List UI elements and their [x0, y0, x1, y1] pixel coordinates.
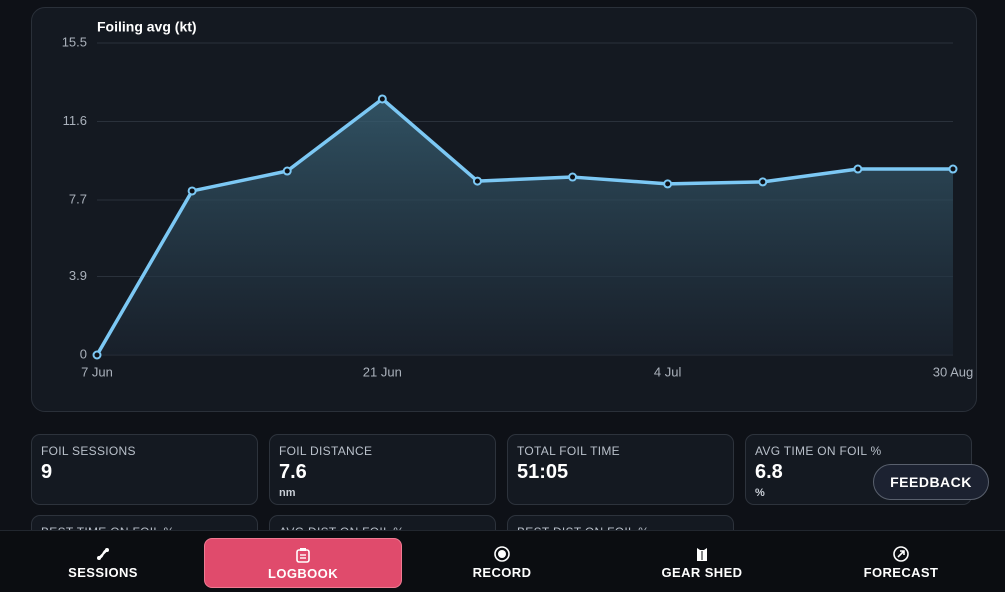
point [568, 172, 578, 182]
nav-icon [494, 546, 510, 562]
point [92, 350, 102, 360]
nav-tab[interactable]: RECORD [403, 538, 601, 588]
y-tick-label: 3.9 [69, 268, 87, 283]
stat-value: 9 [41, 461, 53, 483]
stat-label: FOIL SESSIONS [41, 444, 136, 458]
point [377, 94, 387, 104]
stat-value: 7.6 [279, 461, 307, 483]
y-tick-label: 0 [80, 346, 87, 361]
stat-label: FOIL DISTANCE [279, 444, 373, 458]
point [758, 177, 768, 187]
nav-icon [97, 548, 109, 560]
nav-icon [893, 546, 909, 562]
nav-tab[interactable]: SESSIONS [4, 538, 202, 588]
point [853, 164, 863, 174]
nav-tab[interactable]: GEAR SHED [603, 538, 801, 588]
nav-label: SESSIONS [68, 565, 138, 580]
x-tick-label: 21 Jun [363, 364, 402, 379]
stat-card: FOIL DISTANCE 7.6 nm [269, 434, 496, 505]
stat-card: FOIL SESSIONS 9 [31, 434, 258, 505]
point [472, 176, 482, 186]
line [95, 97, 953, 356]
point [282, 166, 292, 176]
line-area [97, 98, 953, 355]
point [948, 164, 958, 174]
nav-icon [697, 548, 707, 561]
point [187, 186, 197, 196]
nav-label: LOGBOOK [268, 566, 338, 581]
stat-label: AVG TIME ON FOIL % [755, 444, 882, 458]
chart-title: Foiling avg (kt) [97, 19, 197, 35]
stat-value: 51:05 [517, 461, 569, 483]
chart: Foiling avg (kt) 0 3.9 7.7 11.6 15.5 7 Jun 21 … [62, 19, 974, 380]
stat-label: TOTAL FOIL TIME [517, 444, 620, 458]
nav-label: FORECAST [863, 565, 939, 580]
nav-label: GEAR SHED [661, 565, 743, 580]
y-tick-label: 7.7 [69, 191, 87, 206]
y-tick-label: 11.6 [63, 113, 87, 128]
x-tick-label: 4 Jul [654, 364, 682, 379]
bottom-nav: SESSIONS LOGBOOK RECORD GEAR SHED FORECAST [0, 530, 1005, 592]
nav-icon [296, 548, 310, 563]
nav-tab[interactable]: LOGBOOK [204, 538, 402, 588]
stat-card: TOTAL FOIL TIME 51:05 [507, 434, 734, 505]
nav-tab[interactable]: FORECAST [802, 538, 1000, 588]
stat-value: 6.8 [755, 461, 783, 483]
feedback-button[interactable]: FEEDBACK [873, 464, 989, 500]
stat-unit: % [755, 487, 765, 499]
x-tick-label: 7 Jun [81, 364, 113, 379]
stat-unit: nm [279, 487, 296, 499]
y-tick-label: 15.5 [62, 34, 87, 49]
nav-label: RECORD [472, 565, 532, 580]
point [663, 179, 673, 189]
x-tick-label: 30 Aug [933, 364, 974, 379]
